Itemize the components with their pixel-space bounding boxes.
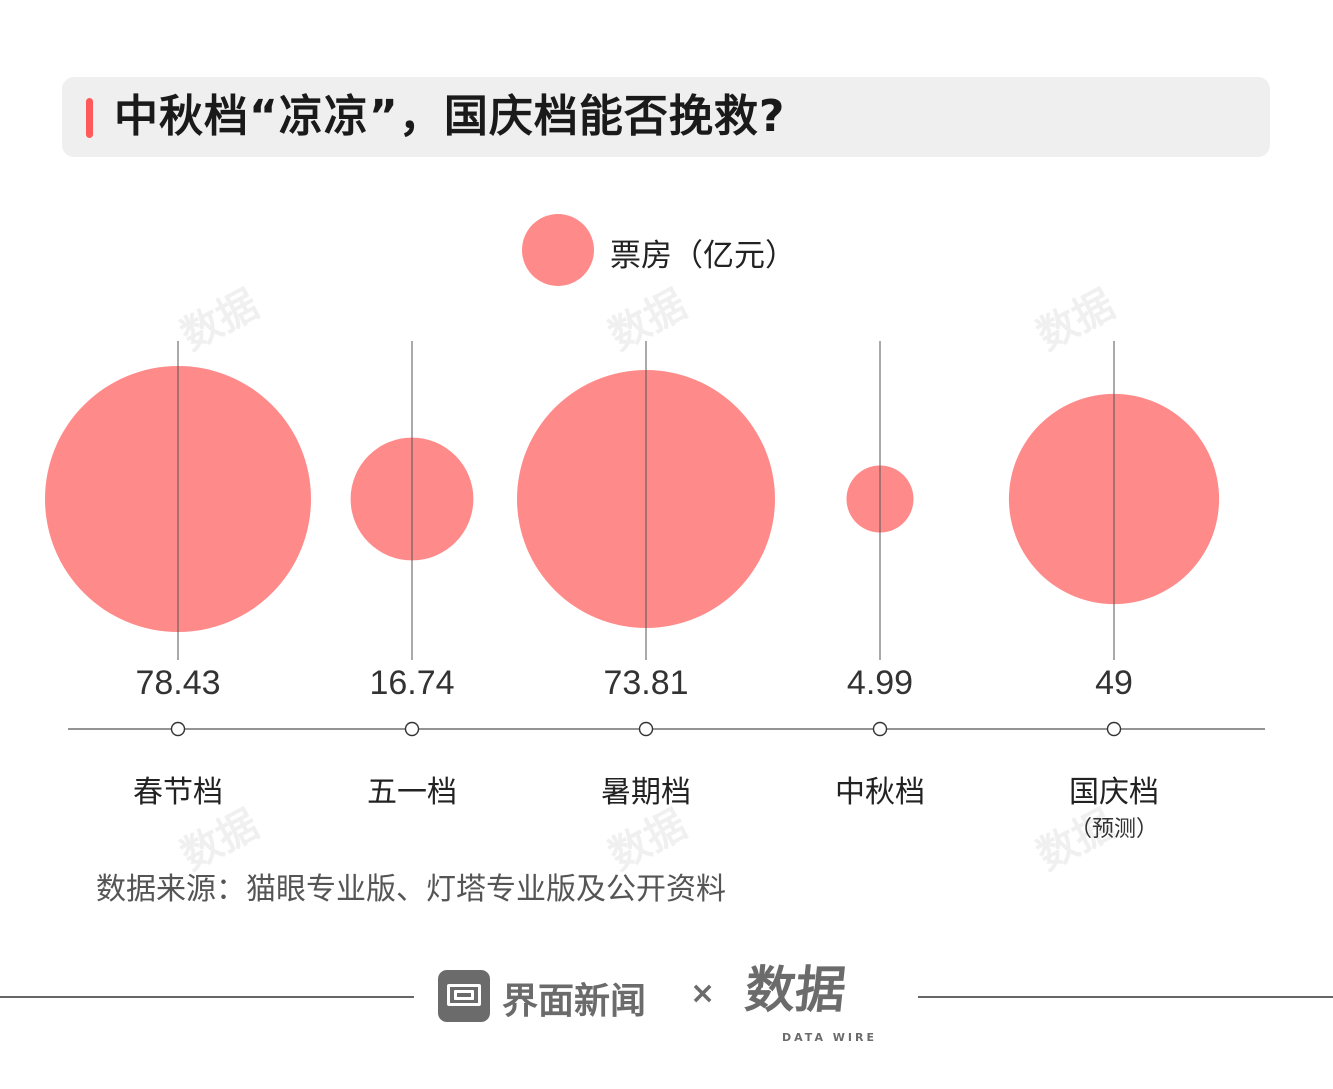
title-accent-bar	[86, 98, 93, 138]
footer-separator: ×	[690, 976, 716, 1011]
axis-marker-1	[170, 721, 186, 737]
source-note: 数据来源：猫眼专业版、灯塔专业版及公开资料	[96, 872, 726, 907]
axis-marker-2	[404, 721, 420, 737]
category-note-5: （预测）	[1070, 817, 1158, 842]
legend-swatch	[522, 214, 594, 286]
footer-brand: 界面新闻	[502, 981, 647, 1022]
value-label-4: 4.99	[847, 664, 913, 702]
axis-marker-4	[872, 721, 888, 737]
category-label-3: 暑期档	[601, 775, 691, 810]
value-label-5: 49	[1095, 664, 1133, 702]
value-label-3: 73.81	[603, 664, 688, 702]
axis-marker-3	[638, 721, 654, 737]
category-label-4: 中秋档	[835, 775, 925, 810]
category-label-2: 五一档	[367, 775, 457, 810]
chart-title: 中秋档“凉凉”，国庆档能否挽救?	[114, 91, 786, 142]
title-bar: 中秋档“凉凉”，国庆档能否挽救?	[62, 77, 1270, 157]
legend-label: 票房（亿元）	[610, 238, 796, 274]
footer-divider-left	[0, 996, 414, 998]
category-label-5: 国庆档	[1069, 775, 1159, 810]
category-label-1: 春节档	[133, 775, 223, 810]
value-label-2: 16.74	[369, 664, 454, 702]
axis-marker-5	[1106, 721, 1122, 737]
datawire-logo-sub: DATA WIRE	[782, 1031, 877, 1044]
footer-divider-right	[918, 996, 1333, 998]
jiemian-logo-icon	[438, 970, 490, 1022]
value-label-1: 78.43	[135, 664, 220, 702]
datawire-logo: 数据	[742, 961, 849, 1019]
